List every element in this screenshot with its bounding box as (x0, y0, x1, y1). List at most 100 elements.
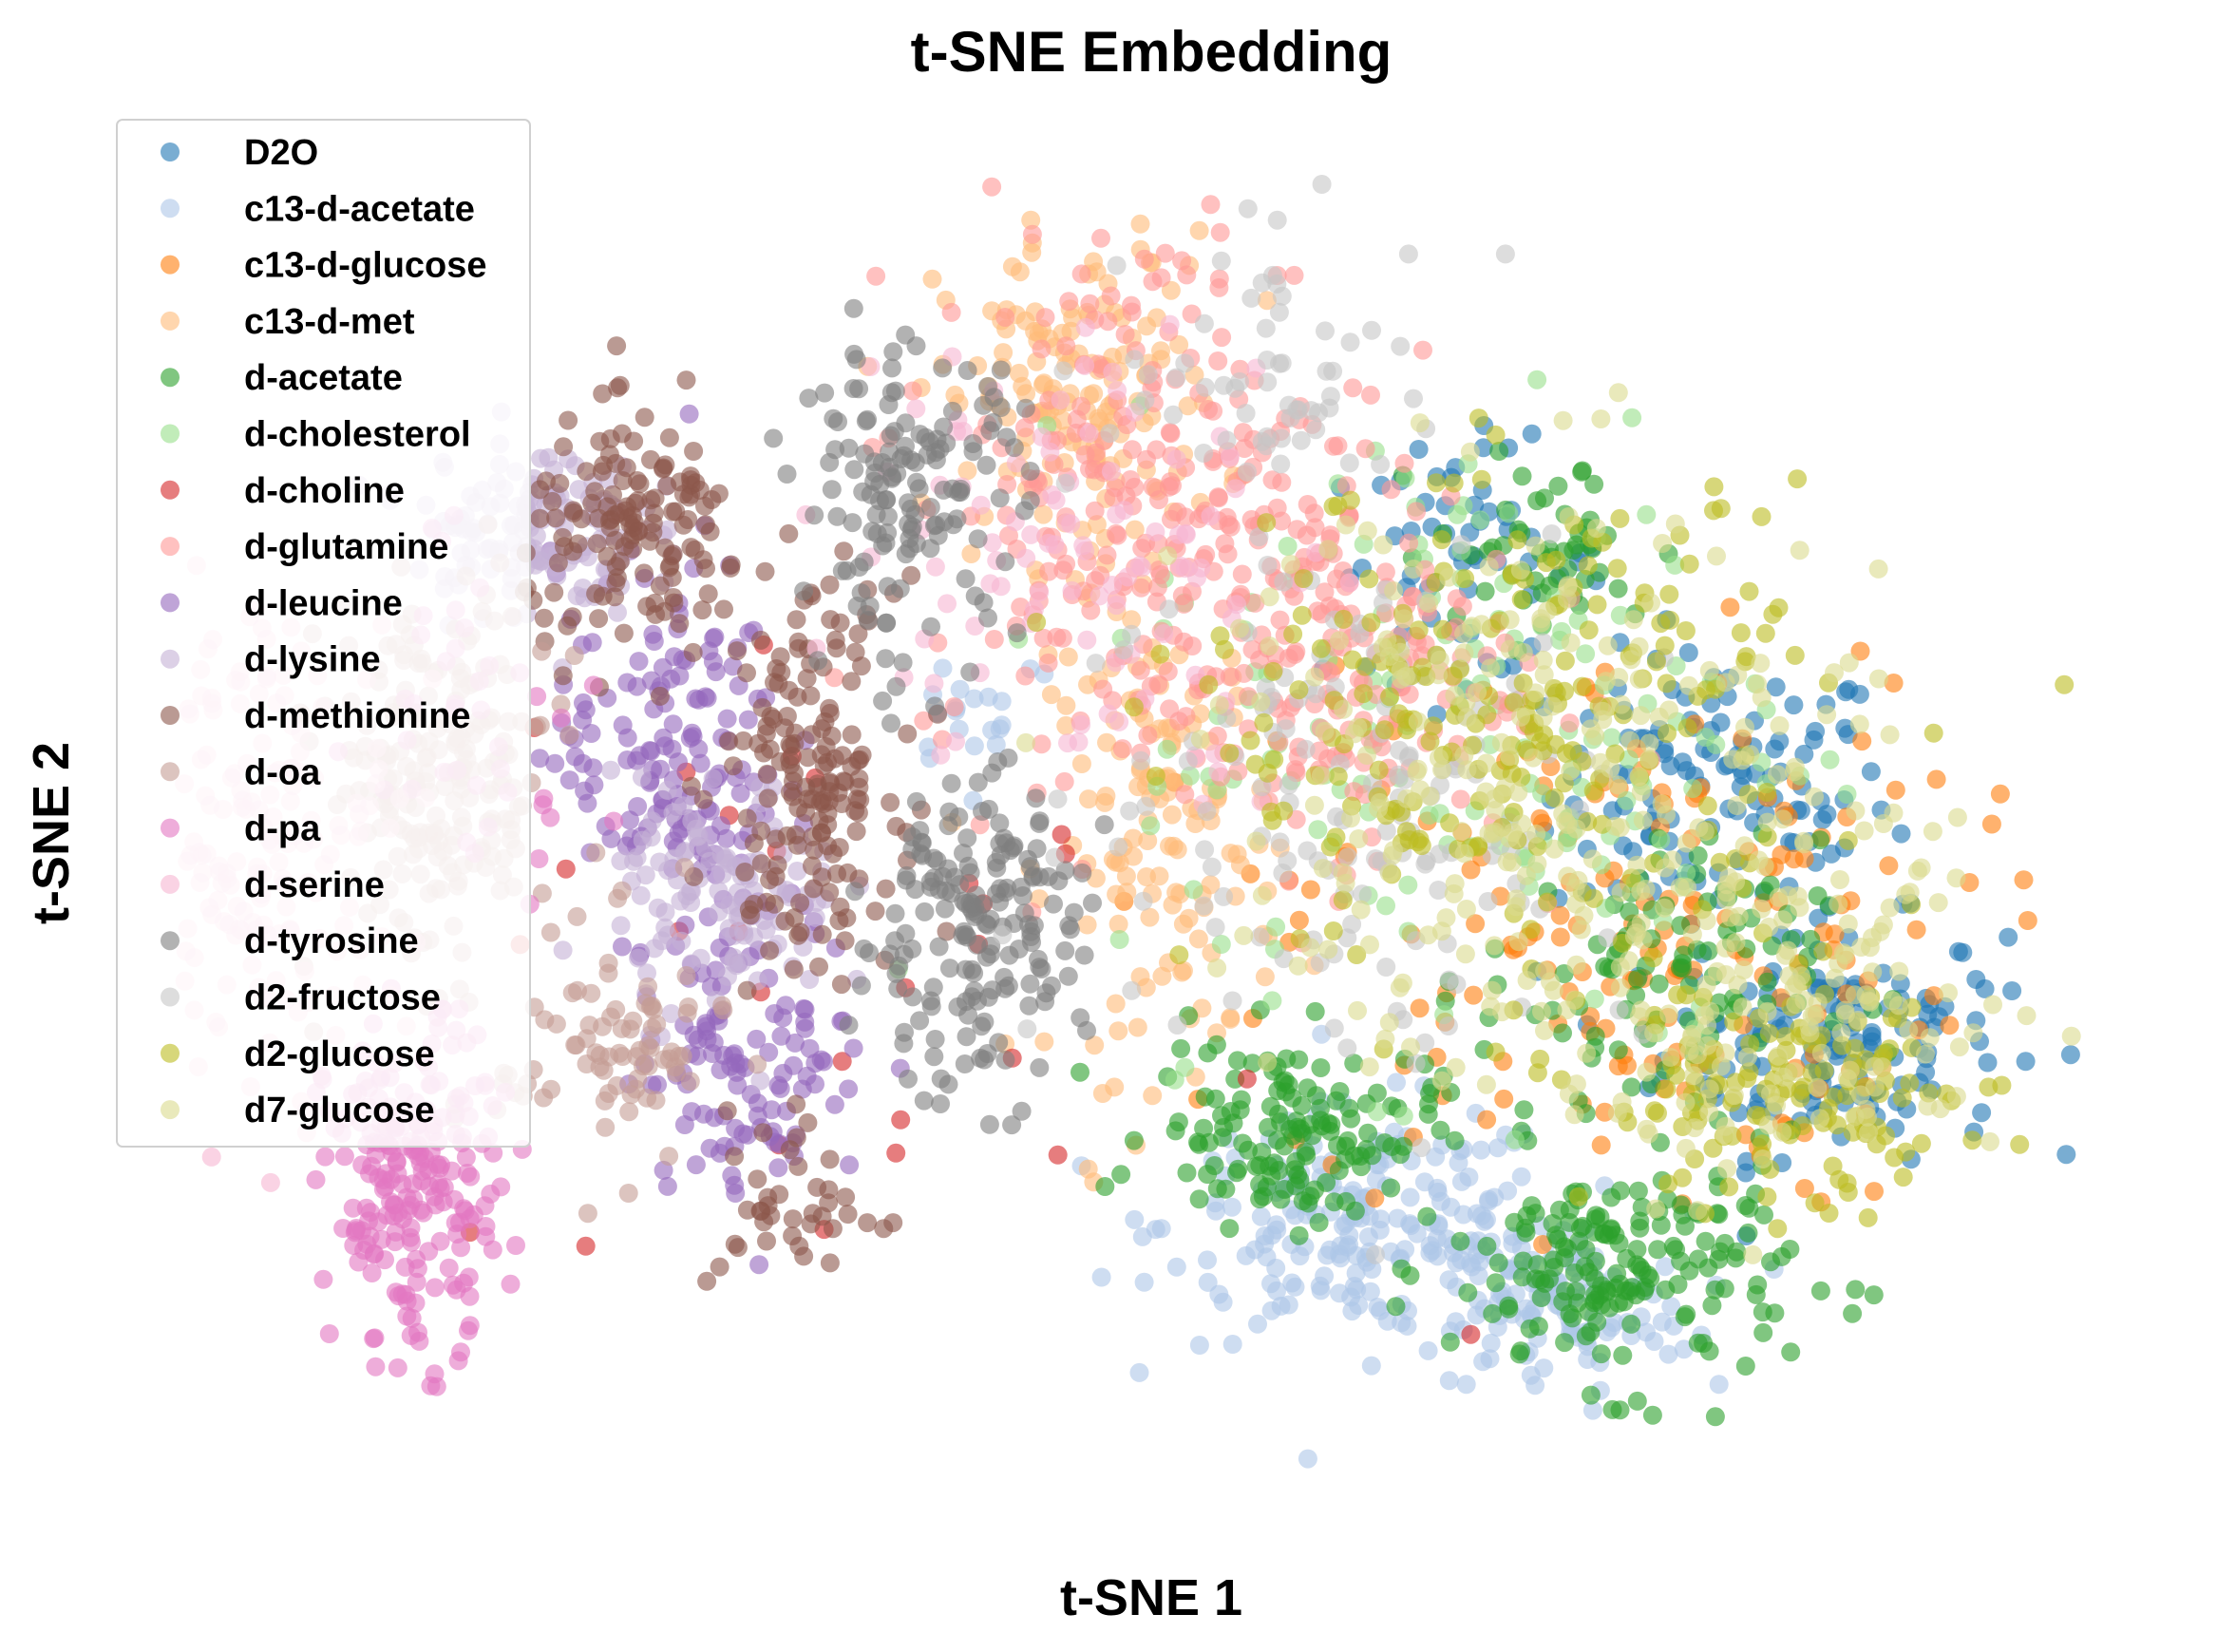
data-point (889, 956, 909, 976)
data-point (1621, 1314, 1641, 1334)
data-point (614, 623, 634, 643)
data-point (824, 1094, 844, 1114)
data-point (1879, 856, 1899, 876)
data-point (695, 496, 714, 516)
data-point (924, 674, 944, 693)
data-point (546, 508, 566, 528)
data-point (593, 1016, 613, 1036)
data-point (1389, 704, 1409, 724)
data-point (897, 865, 917, 885)
data-point (1320, 387, 1340, 407)
data-point (1107, 256, 1127, 275)
data-point (1168, 1112, 1188, 1132)
data-point (842, 725, 862, 745)
data-point (1524, 748, 1544, 768)
data-point (1754, 1205, 1773, 1225)
data-point (1130, 660, 1150, 680)
data-point (645, 488, 665, 508)
data-point (593, 384, 613, 404)
data-point (1052, 628, 1072, 648)
data-point (945, 867, 965, 887)
data-point (1238, 199, 1258, 218)
data-point (1077, 630, 1097, 650)
data-point (1337, 1038, 1357, 1058)
data-point (1271, 454, 1291, 474)
data-point (1311, 638, 1331, 658)
data-point (1408, 712, 1428, 731)
data-point (596, 1117, 616, 1137)
data-point (946, 731, 965, 751)
data-point (1194, 444, 1214, 463)
data-point (1021, 524, 1041, 544)
data-point (737, 663, 756, 683)
data-point (1572, 461, 1592, 481)
data-point (1990, 784, 2010, 804)
data-point (1476, 1074, 1496, 1094)
data-point (461, 1167, 481, 1187)
data-point (1251, 1206, 1271, 1226)
data-point (693, 1104, 713, 1124)
data-point (925, 1030, 945, 1049)
data-point (744, 894, 764, 914)
data-point (539, 447, 559, 467)
data-point (397, 1187, 417, 1207)
data-point (1222, 1335, 1242, 1354)
data-point (1566, 1282, 1586, 1301)
data-point (1628, 1181, 1648, 1201)
data-point (1359, 569, 1379, 589)
data-point (1205, 1193, 1225, 1213)
data-point (1544, 1258, 1564, 1277)
data-point (1845, 1038, 1865, 1058)
data-point (1250, 650, 1270, 670)
data-point (1032, 734, 1052, 754)
data-point (1185, 814, 1205, 833)
data-point (1026, 788, 1046, 808)
data-point (896, 413, 916, 433)
data-point (1618, 1055, 1637, 1075)
data-point (942, 401, 962, 421)
data-point (894, 1034, 914, 1054)
data-point (1948, 941, 1968, 961)
data-point (1262, 1225, 1282, 1245)
data-point (1651, 1215, 1671, 1235)
data-point (1062, 580, 1082, 600)
data-point (1751, 654, 1771, 674)
data-point (1772, 845, 1791, 864)
data-point (777, 465, 797, 484)
data-point (717, 1101, 737, 1121)
data-point (1311, 1058, 1331, 1077)
data-point (823, 1219, 843, 1239)
data-point (1668, 1275, 1688, 1294)
data-point (1090, 586, 1109, 606)
data-point (1177, 265, 1197, 285)
data-point (1160, 836, 1179, 856)
data-point (1676, 621, 1696, 640)
data-point (1305, 1001, 1325, 1021)
data-point (1585, 1284, 1605, 1304)
data-point (888, 978, 908, 998)
data-point (607, 568, 627, 588)
data-point (1413, 340, 1432, 360)
data-point (1035, 992, 1055, 1012)
data-point (1125, 350, 1145, 370)
data-point (642, 1018, 662, 1038)
data-point (1201, 506, 1221, 526)
data-point (1610, 1400, 1630, 1420)
data-point (567, 906, 587, 926)
data-point (964, 689, 984, 709)
data-point (704, 629, 724, 648)
data-point (532, 551, 552, 571)
data-point (430, 1231, 450, 1251)
data-point (860, 943, 879, 962)
data-point (587, 534, 607, 554)
data-point (1155, 243, 1175, 263)
data-point (408, 1322, 427, 1342)
data-point (1245, 754, 1265, 774)
data-point (886, 1143, 906, 1163)
data-point (343, 1198, 363, 1218)
data-point (1487, 1138, 1507, 1158)
data-point (1287, 520, 1307, 540)
data-point (726, 1053, 746, 1073)
data-point (687, 826, 707, 846)
data-point (601, 828, 621, 848)
